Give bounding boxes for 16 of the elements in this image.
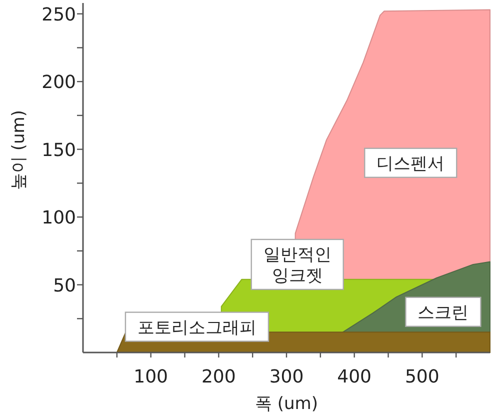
x-tick-label: 400	[337, 366, 372, 388]
x-tick-label: 100	[134, 366, 168, 388]
y-tick-label: 100	[42, 208, 76, 229]
series-label: 디스펜서	[376, 154, 445, 174]
y-tick-label: 200	[42, 72, 76, 94]
x-tick-label: 300	[269, 366, 304, 388]
y-tick-label: 150	[42, 140, 76, 161]
series-label: 스크린	[418, 302, 469, 323]
y-axis-title: 높이 (um)	[9, 110, 29, 190]
x-tick-label: 200	[201, 366, 236, 388]
y-tick-label: 50	[53, 275, 76, 296]
x-axis-title: 폭 (um)	[254, 394, 318, 414]
series-label: 일반적인 잉크젯	[263, 244, 332, 286]
y-tick-label: 250	[42, 4, 76, 26]
x-tick-label: 500	[404, 366, 440, 388]
series-label: 포토리소그래피	[137, 318, 256, 338]
